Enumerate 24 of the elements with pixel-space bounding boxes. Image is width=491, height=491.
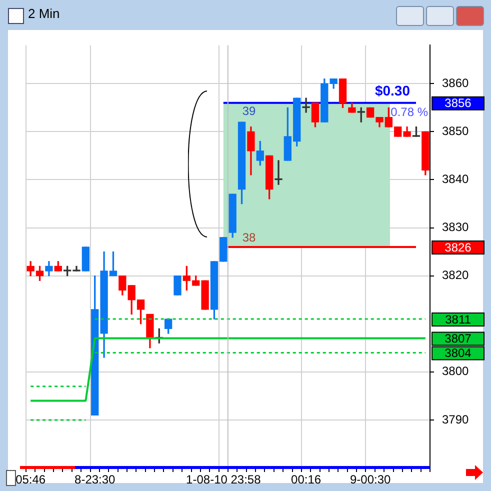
y-tick-label: 3860 [442, 76, 470, 90]
x-tick-label: 1-08-10 23:58 [186, 472, 262, 487]
annotation: 0.78 % [390, 105, 428, 120]
y-tick-label: 3820 [442, 268, 470, 282]
y-tick-label: 3850 [442, 124, 470, 138]
annotation: 38 [242, 230, 256, 244]
y-tick-label: 3800 [442, 364, 470, 378]
chart-title: 2 Min [28, 6, 60, 21]
x-tick-label: 00:16 [291, 472, 322, 487]
ref-line-label: 3826 [444, 240, 472, 254]
data-label: 3811 [445, 312, 472, 326]
candlestick [302, 98, 310, 113]
x-tick-label: 9-00:30 [350, 472, 391, 487]
x-tick-label: 05:46 [16, 472, 46, 487]
data-label: 3807 [444, 332, 472, 346]
y-tick-label: 3840 [442, 172, 470, 186]
data-label: 3804 [444, 346, 472, 360]
y-tick-label: 3830 [442, 220, 470, 234]
y-tick-label: 3790 [442, 412, 470, 426]
ref-line-label: 3856 [444, 96, 472, 110]
x-tick-label: 8-23:30 [74, 472, 116, 487]
candlestick [274, 160, 282, 185]
annotation: $0.30 [374, 82, 410, 99]
annotation: 39 [242, 104, 256, 118]
